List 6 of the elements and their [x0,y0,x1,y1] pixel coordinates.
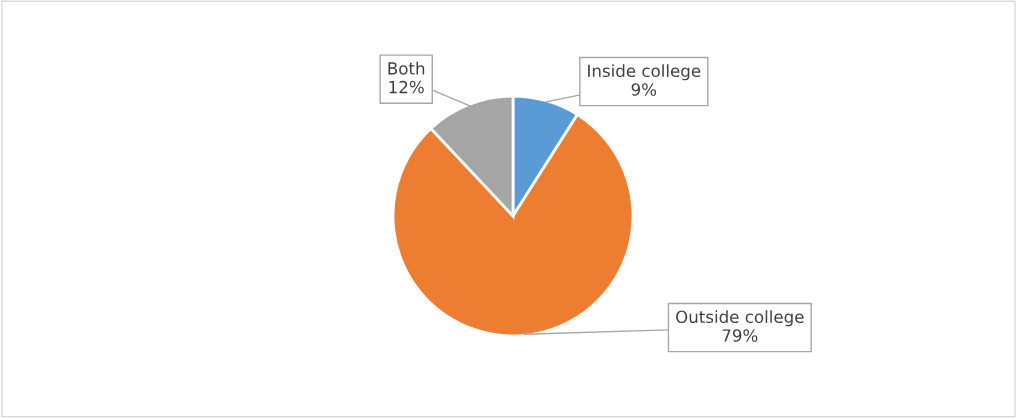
data-label: 79% [722,329,758,342]
slice-label: Outside college [676,310,804,327]
data-label: 12% [389,80,424,94]
slice-label: Both [388,61,425,75]
slice-label: Inside college [588,64,701,81]
data-label: 9% [631,83,657,96]
